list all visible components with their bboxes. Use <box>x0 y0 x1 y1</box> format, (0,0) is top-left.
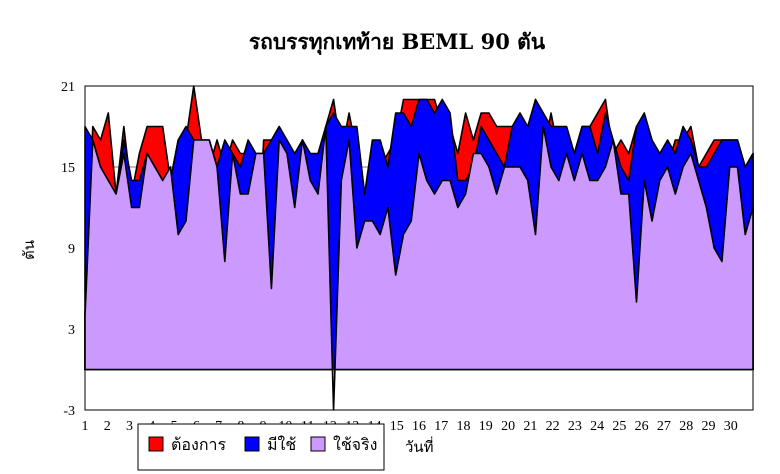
y-tick-label: 21 <box>61 80 75 95</box>
x-tick-label: 19 <box>479 419 493 434</box>
x-tick-label: 27 <box>657 419 671 434</box>
y-tick-label: 9 <box>68 242 75 257</box>
legend-swatch-need <box>148 436 164 452</box>
chart-title: รถบรรทุกเทท้าย BEML 90 ตัน <box>249 29 546 56</box>
x-tick-label: 30 <box>724 419 738 434</box>
x-tick-label: 24 <box>590 419 604 434</box>
x-tick-label: 2 <box>104 419 111 434</box>
legend: ต้องการ มีใช้ ใช้จริง <box>137 423 385 471</box>
x-axis-label: วันที่ <box>405 436 434 456</box>
x-tick-label: 15 <box>390 419 404 434</box>
y-tick-label: 3 <box>68 323 75 338</box>
plot-area <box>84 85 754 411</box>
x-tick-label: 3 <box>126 419 133 434</box>
x-tick-label: 22 <box>546 419 560 434</box>
series-areas <box>84 85 754 411</box>
plot-border <box>84 85 754 411</box>
x-tick-label: 25 <box>612 419 626 434</box>
legend-label-used: ใช้จริง <box>333 435 377 454</box>
y-tick-label: -3 <box>63 404 75 419</box>
x-tick-label: 1 <box>82 419 89 434</box>
legend-label-available: มีใช้ <box>267 435 296 454</box>
x-tick-label: 16 <box>412 419 426 434</box>
x-tick-label: 23 <box>568 419 582 434</box>
x-tick-label: 29 <box>701 419 715 434</box>
legend-box <box>137 423 385 471</box>
x-tick-label: 26 <box>635 419 649 434</box>
y-axis-ticks: -3 3 9 15 21 <box>61 80 75 419</box>
x-tick-label: 17 <box>434 419 448 434</box>
legend-label-need: ต้องการ <box>171 435 226 454</box>
legend-swatch-available <box>244 436 260 452</box>
x-tick-label: 28 <box>679 419 693 434</box>
legend-swatch-used <box>310 436 326 452</box>
x-tick-label: 20 <box>501 419 515 434</box>
x-tick-label: 21 <box>523 419 537 434</box>
x-tick-label: 18 <box>457 419 471 434</box>
y-axis-label: ตัน <box>20 240 38 260</box>
series-area-used <box>84 125 754 411</box>
y-tick-label: 15 <box>61 161 75 176</box>
